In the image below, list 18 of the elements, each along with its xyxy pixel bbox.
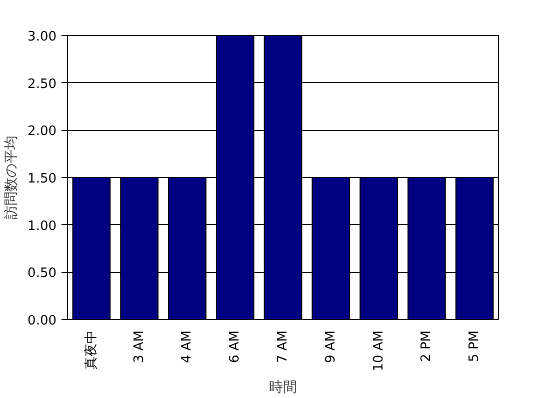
x-tick-label: 4 AM	[180, 330, 195, 364]
x-tick-label: 9 AM	[323, 330, 338, 364]
x-tick-label: 2 PM	[419, 330, 434, 362]
y-axis-title: 訪問数の平均	[4, 136, 20, 220]
y-tick-label: 2.50	[28, 76, 57, 92]
x-tick-label: 真夜中	[82, 330, 99, 370]
x-axis-title: 時間	[269, 379, 297, 396]
y-tick-label: 1.00	[28, 218, 57, 234]
y-tick-label: 2.00	[28, 124, 57, 140]
x-tick-label: 5 PM	[467, 330, 482, 362]
x-tick-label: 7 AM	[276, 330, 290, 364]
x-tick-label: 10 AM	[371, 330, 386, 372]
y-tick-label: 3.00	[28, 30, 57, 44]
x-tick-label: 6 AM	[228, 330, 243, 364]
y-tick-label: 1.50	[28, 172, 57, 186]
y-tick-label: 0.00	[28, 314, 57, 328]
x-tick-label: 3 AM	[132, 330, 147, 364]
y-tick-label: 0.50	[28, 266, 57, 282]
